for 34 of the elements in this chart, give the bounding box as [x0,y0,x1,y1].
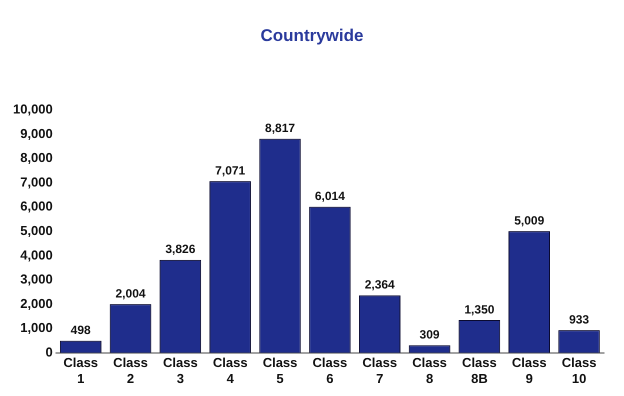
y-tick-label: 6,000 [20,198,53,214]
y-tick-label: 0 [46,344,53,360]
x-tick-label: Class 8B [462,355,497,386]
data-label: 8,817 [265,121,296,136]
data-label: 5,009 [514,213,545,228]
x-tick-label: Class 7 [362,355,398,386]
y-tick-label: 8,000 [20,150,53,166]
y-tick-label: 9,000 [20,126,53,141]
y-tick-label: 2,000 [20,296,53,311]
x-tick-label: Class 10 [562,355,596,386]
data-label: 6,014 [314,189,346,204]
data-label: 7,071 [215,163,246,178]
y-tick-label: 10,000 [12,102,53,117]
y-tick-label: 3,000 [20,272,53,287]
y-tick-label: 5,000 [20,222,53,238]
data-label: 2,004 [116,286,146,300]
y-tick-label: 1,000 [20,320,53,336]
chart-title: Countrywide [260,26,364,46]
x-tick-label: Class 3 [163,355,198,386]
y-tick-label: 4,000 [20,247,53,262]
x-tick-label: Class 5 [262,355,298,386]
x-tick-label: Class 9 [512,355,547,386]
data-label: 498 [70,323,92,338]
x-tick-label: Class 6 [312,355,348,386]
data-label: 309 [420,328,440,342]
y-tick-label: 7,000 [20,174,53,190]
data-label: 933 [569,312,590,326]
x-tick-label: Class 8 [412,355,447,386]
data-label: 3,826 [165,242,196,256]
data-label: 1,350 [464,302,495,316]
x-tick-label: Class 4 [212,355,248,386]
data-label: 2,364 [364,278,396,292]
x-tick-label: Class 2 [113,355,148,386]
x-tick-label: Class 1 [63,355,98,386]
